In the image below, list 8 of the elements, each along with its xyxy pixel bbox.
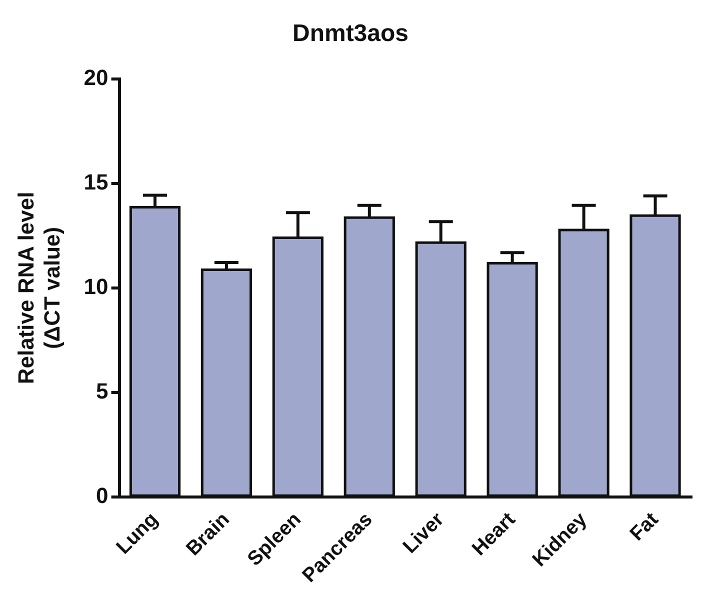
y-tick-label: 20 [84,64,108,90]
y-tick-label: 5 [96,378,108,404]
y-tick-label: 15 [84,169,108,194]
y-axis-title: Relative RNA level (ΔCT value) [13,192,65,384]
y-tick-label: 10 [84,274,108,300]
y-tick-label: 0 [96,483,108,508]
chart-title: Dnmt3aos [292,20,409,48]
x-tick-label: Fat [626,508,663,546]
